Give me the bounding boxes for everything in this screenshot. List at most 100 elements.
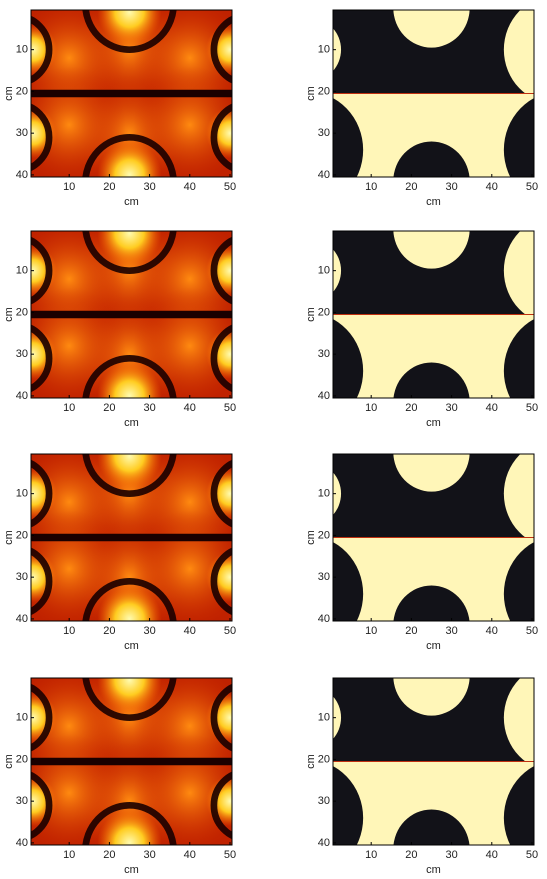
glow-bright [97, 809, 162, 845]
bright-cap [393, 10, 470, 48]
dark-arc [82, 231, 177, 274]
x-tick-label: 30 [143, 849, 155, 861]
dark-arc [210, 547, 232, 616]
dark-arc [82, 355, 177, 398]
x-tick-label: 20 [103, 402, 115, 414]
x-tick-label: 50 [526, 625, 538, 637]
bright-side [503, 10, 534, 99]
x-tick-label: 40 [184, 402, 196, 414]
glow-side [31, 692, 58, 743]
x-tick-label: 20 [103, 625, 115, 637]
x-tick-label: 30 [143, 181, 155, 193]
x-tick-label: 30 [445, 402, 457, 414]
dark-corner [503, 542, 534, 621]
x-tick-label: 10 [63, 625, 75, 637]
y-tick-label: 10 [16, 265, 28, 277]
x-axis-label: cm [124, 417, 139, 429]
x-axis-label: cm [426, 196, 441, 208]
x-tick-label: 10 [63, 181, 75, 193]
x-axis-label: cm [124, 864, 139, 876]
dark-arc [82, 454, 177, 497]
y-tick-label: 20 [16, 306, 28, 318]
dark-arc [82, 578, 177, 621]
y-tick-label: 40 [318, 390, 330, 402]
x-tick-label: 50 [526, 849, 538, 861]
dark-arc [31, 771, 53, 840]
axes-frame [332, 9, 535, 178]
x-tick-label: 30 [445, 849, 457, 861]
heatmap-image [333, 678, 534, 845]
y-tick-label: 40 [16, 169, 28, 181]
x-tick-label: 10 [365, 181, 377, 193]
x-tick-label: 30 [143, 402, 155, 414]
dark-corner [333, 319, 364, 398]
x-tick-label: 20 [103, 849, 115, 861]
bright-side [503, 678, 534, 767]
y-tick-label: 20 [318, 529, 330, 541]
glow-side [205, 24, 232, 75]
bright-side [333, 696, 342, 739]
y-tick-label: 20 [318, 306, 330, 318]
y-axis-label: cm [305, 530, 317, 545]
dark-arc [31, 236, 53, 305]
glow-bright [97, 585, 162, 621]
heatmap-panel: 10 20 30 40 50 10 20 30 40 cm cm [305, 453, 538, 652]
glow-bright [97, 141, 162, 177]
x-tick-label: 30 [143, 625, 155, 637]
axes-frame [332, 677, 535, 846]
y-tick-label: 20 [318, 753, 330, 765]
glow-side [31, 245, 58, 296]
bright-side [333, 249, 342, 292]
y-tick-label: 20 [16, 529, 28, 541]
glow-bright [97, 362, 162, 398]
x-axis-label: cm [426, 640, 441, 652]
dark-corner [503, 766, 534, 845]
bright-cap [393, 454, 470, 492]
dark-corner [333, 98, 364, 177]
y-tick-label: 30 [16, 571, 28, 583]
y-tick-label: 30 [16, 795, 28, 807]
heatmap-panel: 10 20 30 40 50 10 20 30 40 cm cm [305, 9, 538, 208]
dark-cap [393, 362, 470, 398]
x-axis-label: cm [426, 864, 441, 876]
y-axis-label: cm [3, 530, 15, 545]
x-tick-label: 10 [365, 402, 377, 414]
x-tick-label: 40 [184, 849, 196, 861]
x-axis-label: cm [124, 640, 139, 652]
y-tick-label: 40 [16, 613, 28, 625]
glow-side [205, 468, 232, 519]
x-tick-label: 10 [365, 849, 377, 861]
heatmap-panel: 10 20 30 40 50 10 20 30 40 cm cm [305, 230, 538, 429]
heatmap-image [31, 231, 232, 398]
bright-cap [393, 678, 470, 716]
dark-arc [210, 683, 232, 752]
dark-arc [210, 15, 232, 84]
x-tick-label: 10 [63, 849, 75, 861]
y-tick-label: 10 [16, 712, 28, 724]
bright-cap [393, 231, 470, 269]
y-tick-label: 40 [16, 837, 28, 849]
x-tick-label: 50 [224, 402, 236, 414]
heatmap-image [333, 454, 534, 621]
dark-arc [210, 236, 232, 305]
dark-arc [31, 683, 53, 752]
glow-bright [97, 231, 162, 267]
glow-bright [97, 10, 162, 46]
axes-frame [30, 9, 233, 178]
dark-arc [210, 103, 232, 172]
x-axis-label: cm [426, 417, 441, 429]
y-tick-label: 30 [318, 795, 330, 807]
x-tick-label: 50 [224, 181, 236, 193]
axes-frame [30, 453, 233, 622]
y-axis-label: cm [3, 754, 15, 769]
dark-arc [31, 459, 53, 528]
x-tick-label: 20 [103, 181, 115, 193]
dark-arc [31, 547, 53, 616]
dark-cap [393, 809, 470, 845]
dark-corner [503, 98, 534, 177]
dark-arc [82, 134, 177, 177]
y-tick-label: 30 [318, 348, 330, 360]
x-tick-label: 10 [63, 402, 75, 414]
bright-side [503, 454, 534, 543]
